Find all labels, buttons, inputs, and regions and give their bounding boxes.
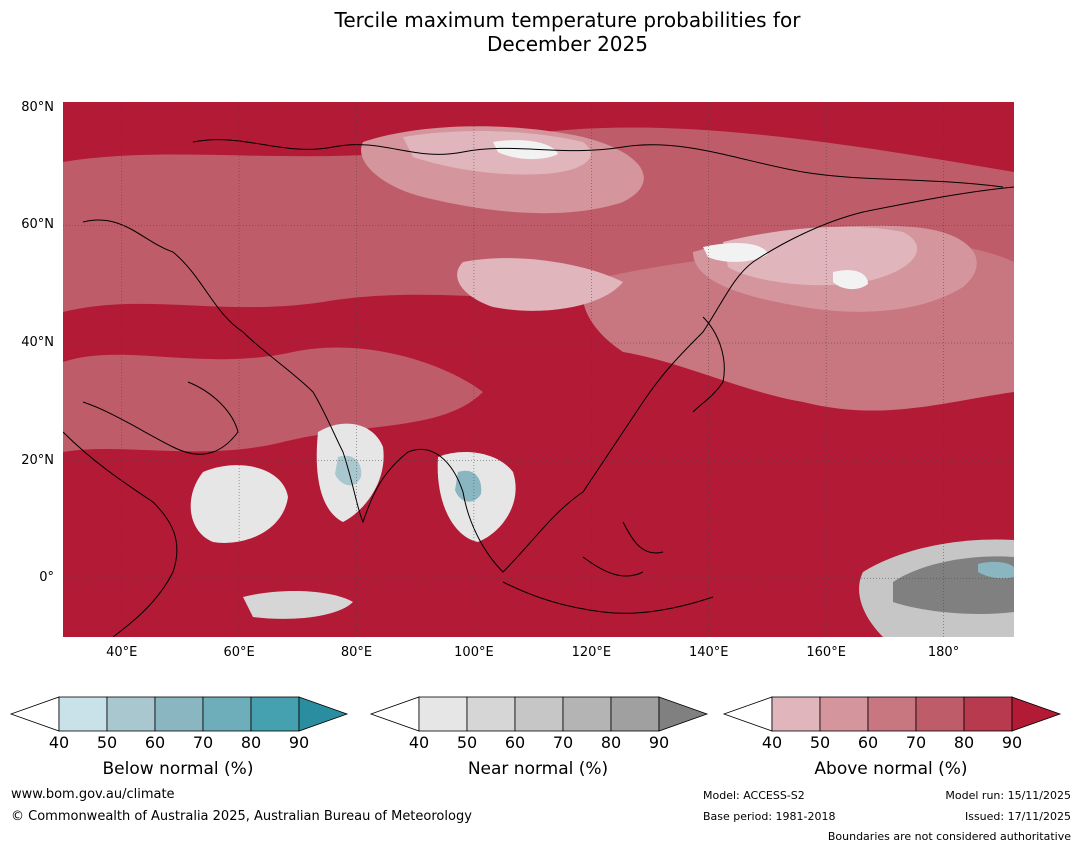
above-colorbar-segment <box>771 696 821 732</box>
colorbars <box>9 696 1062 732</box>
x-tick-label: 100°E <box>454 645 494 660</box>
near-normal-indian-ocean <box>243 590 353 619</box>
near-colorbar-tick: 70 <box>552 733 574 752</box>
near-colorbar-tick: 50 <box>456 733 478 752</box>
above-colorbar-segment <box>867 696 917 732</box>
x-tick-label: 180° <box>927 645 960 660</box>
below-colorbar-segment <box>250 696 300 732</box>
coastline-japan <box>692 316 725 413</box>
above-50-zone <box>403 130 591 175</box>
x-tick-label: 120°E <box>571 645 612 660</box>
footer-url[interactable]: www.bom.gov.au/climate <box>11 787 175 802</box>
above-colorbar-tick: 80 <box>953 733 975 752</box>
near-colorbar-over <box>658 696 709 732</box>
near-colorbar-segment <box>514 696 564 732</box>
white-spot-japan-sea <box>703 242 768 262</box>
above-colorbar-tick: 40 <box>761 733 783 752</box>
below-colorbar-under <box>9 696 60 732</box>
below-colorbar-tick: 70 <box>192 733 214 752</box>
x-tick-label: 160°E <box>806 645 846 660</box>
below-colorbar-segment <box>154 696 204 732</box>
coastline-indonesia <box>502 521 714 614</box>
near-colorbar-tick: 90 <box>648 733 670 752</box>
footer-copyright: © Commonwealth of Australia 2025, Austra… <box>11 809 472 824</box>
white-spot-siberia <box>493 140 558 160</box>
near-normal-label: Near normal (%) <box>467 759 609 779</box>
coastline-arctic <box>192 139 1004 188</box>
below-colorbar-segment <box>106 696 156 732</box>
below-normal-pacific <box>978 561 1014 579</box>
near-colorbar-tick: 60 <box>504 733 526 752</box>
near-colorbar-tick: 80 <box>600 733 622 752</box>
coastline-eurasia <box>82 186 1014 573</box>
footer-model-run: Model run: 15/11/2025 <box>945 789 1071 802</box>
near-colorbar-segment <box>562 696 612 732</box>
above-colorbar-segment <box>819 696 869 732</box>
title-line-2: December 2025 <box>487 32 648 56</box>
above-colorbar-tick: 60 <box>857 733 879 752</box>
above-colorbar-segment <box>915 696 965 732</box>
coastline-africa <box>63 431 178 637</box>
below-colorbar-tick: 60 <box>144 733 166 752</box>
below-normal-indochina <box>455 470 482 502</box>
y-tick-label: 80°N <box>21 99 54 115</box>
grid-layer <box>63 102 1014 637</box>
y-tick-label: 60°N <box>21 217 54 233</box>
above-colorbar-tick: 90 <box>1001 733 1023 752</box>
footer-model: Model: ACCESS-S2 <box>703 789 805 802</box>
x-tick-label: 40°E <box>106 645 138 660</box>
below-colorbar-tick: 80 <box>240 733 262 752</box>
near-colorbar-segment <box>610 696 660 732</box>
near-colorbar-tick: 40 <box>408 733 430 752</box>
title-line-1: Tercile maximum temperature probabilitie… <box>334 8 801 32</box>
above-colorbar-over <box>1011 696 1062 732</box>
below-colorbar-segment <box>202 696 252 732</box>
x-tick-label: 140°E <box>688 645 729 660</box>
below-colorbar-tick: 40 <box>48 733 70 752</box>
above-colorbar-segment <box>963 696 1013 732</box>
below-colorbar-segment <box>58 696 108 732</box>
near-colorbar-segment <box>466 696 516 732</box>
near-colorbar-under <box>369 696 420 732</box>
footer-issued: Issued: 17/11/2025 <box>964 810 1071 823</box>
above-50-zone-3 <box>457 258 623 311</box>
x-tick-label: 80°E <box>340 645 373 660</box>
y-tick-label: 20°N <box>21 452 54 468</box>
above-70-zone-2 <box>63 347 483 452</box>
below-colorbar-over <box>298 696 349 732</box>
footer-base-period: Base period: 1981-2018 <box>703 810 836 823</box>
probability-map <box>63 102 1014 637</box>
x-tick-label: 60°E <box>223 645 255 660</box>
above-colorbar-tick: 70 <box>905 733 927 752</box>
chart-title: Tercile maximum temperature probabilitie… <box>0 8 1081 56</box>
footer-disclaimer: Boundaries are not considered authoritat… <box>827 830 1071 843</box>
above-50-zone-2 <box>723 226 918 286</box>
below-colorbar-tick: 50 <box>96 733 118 752</box>
below-normal-label: Below normal (%) <box>102 759 254 779</box>
white-spot-north-pacific <box>833 270 868 290</box>
y-tick-label: 0° <box>39 570 54 586</box>
y-tick-label: 40°N <box>21 335 54 351</box>
above-colorbar-under <box>722 696 773 732</box>
above-normal-label: Above normal (%) <box>814 759 968 779</box>
above-colorbar-tick: 50 <box>809 733 831 752</box>
near-colorbar-segment <box>418 696 468 732</box>
coastline-arabia <box>82 381 239 455</box>
below-colorbar-tick: 90 <box>288 733 310 752</box>
